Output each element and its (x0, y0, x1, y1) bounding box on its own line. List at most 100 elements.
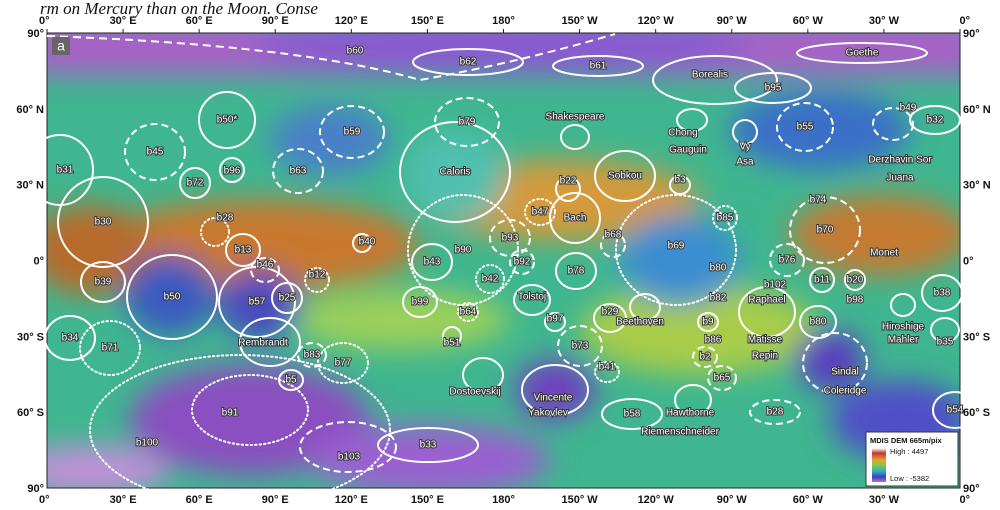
feature-label: b62 (460, 57, 477, 68)
feature-label: b35 (937, 337, 954, 348)
feature-label: b46 (257, 260, 274, 271)
feature-label: b39 (95, 277, 112, 288)
feature-label: b38 (934, 288, 951, 299)
top-longitude-label: 150° W (561, 15, 598, 27)
top-longitude-label: 90° W (717, 15, 748, 27)
elevation-map (10, 15, 980, 495)
feature-label: b13 (235, 245, 252, 256)
feature-label: Dostoevskij (449, 387, 500, 398)
top-longitude-label: 0° (959, 15, 970, 27)
feature-label: Matisse (748, 335, 783, 346)
bottom-longitude-label: 30° E (110, 494, 137, 506)
bottom-longitude-label: 0° (959, 494, 970, 506)
feature-label: b80 (710, 263, 727, 274)
feature-label: Raphael (748, 295, 785, 306)
feature-label: b79 (459, 117, 476, 128)
feature-label: b86 (705, 335, 722, 346)
feature-label: b72 (187, 178, 204, 189)
feature-label: Beethoven (616, 317, 664, 328)
bottom-longitude-label: 60° E (186, 494, 213, 506)
feature-label: b102 (764, 280, 787, 291)
feature-label: b78 (568, 266, 585, 277)
feature-label: b45 (147, 147, 164, 158)
feature-label: b103 (338, 452, 361, 463)
feature-label: b73 (572, 341, 589, 352)
feature-label: b57 (249, 297, 266, 308)
feature-label: b41 (599, 362, 616, 373)
feature-label: b31 (57, 165, 74, 176)
feature-label: Derzhavin Sor (868, 155, 932, 166)
legend-colorbar (872, 448, 886, 482)
top-longitude-label: 60° E (186, 15, 213, 27)
left-latitude-label: 90° (27, 28, 44, 40)
feature-label: b61 (590, 61, 607, 72)
feature-label: Borealis (692, 70, 728, 81)
feature-label: Mahler (888, 335, 919, 346)
feature-label: Monet (870, 248, 898, 259)
feature-label: b95 (765, 83, 782, 94)
feature-label: b22 (560, 176, 577, 187)
legend-high: High : 4497 (890, 447, 928, 456)
feature-label: b12 (309, 270, 326, 281)
left-latitude-label: 60° N (16, 104, 44, 116)
bottom-longitude-label: 90° W (717, 494, 748, 506)
feature-label: b60 (347, 46, 364, 57)
feature-label: b100 (136, 438, 159, 449)
feature-label: b65 (714, 373, 731, 384)
feature-label: Goethe (846, 48, 879, 59)
panel-label: a (57, 38, 65, 54)
right-latitude-label: 30° N (963, 180, 991, 192)
feature-label: b83 (304, 350, 321, 361)
left-latitude-label: 90° (27, 483, 44, 495)
left-latitude-label: 60° S (17, 407, 44, 419)
feature-label: b77 (335, 358, 352, 369)
feature-label: b64 (460, 307, 477, 318)
feature-label: b34 (62, 333, 79, 344)
feature-label: b42 (482, 274, 499, 285)
right-latitude-label: 0° (963, 256, 974, 268)
feature-label: b50 (164, 292, 181, 303)
feature-label: Juana (886, 173, 914, 184)
feature-label: b50* (217, 115, 238, 126)
feature-label: b49 (900, 103, 917, 114)
feature-label: b47 (532, 207, 549, 218)
top-longitude-label: 0° (39, 15, 50, 27)
top-longitude-label: 120° W (638, 15, 675, 27)
feature-label: Coleridge (824, 386, 867, 397)
left-latitude-label: 30° N (16, 180, 44, 192)
bottom-longitude-label: 60° W (793, 494, 824, 506)
feature-label: b25 (279, 293, 296, 304)
right-latitude-label: 30° S (963, 331, 990, 343)
feature-label: Tolstoj (518, 292, 546, 303)
bottom-longitude-label: 180° (492, 494, 515, 506)
feature-label: Vy (739, 142, 750, 153)
feature-label: Hawthorne (666, 408, 715, 419)
top-longitude-label: 30° E (110, 15, 137, 27)
feature-label: b9 (702, 317, 714, 328)
legend-title: MDIS DEM 665m/pix (870, 436, 943, 445)
feature-label: b68 (605, 230, 622, 241)
top-longitude-label: 180° (492, 15, 515, 27)
feature-label: b97 (547, 314, 564, 325)
feature-label: b55 (797, 122, 814, 133)
feature-label: b54 (947, 405, 964, 416)
feature-label: b28 (217, 213, 234, 224)
top-longitude-label: 60° W (793, 15, 824, 27)
feature-label: b92 (514, 257, 531, 268)
feature-label: Chong (668, 128, 697, 139)
feature-label: b63 (290, 166, 307, 177)
feature-label: b82 (710, 293, 727, 304)
top-longitude-label: 90° E (262, 15, 289, 27)
feature-label: Riemenschneider (641, 427, 719, 438)
feature-label: b11 (814, 275, 830, 286)
feature-label: b58 (624, 409, 641, 420)
left-latitude-label: 30° S (17, 331, 44, 343)
feature-label: Hiroshige (882, 322, 925, 333)
feature-label: Sindal (831, 367, 859, 378)
feature-label: b71 (102, 343, 119, 354)
bottom-longitude-label: 120° E (335, 494, 368, 506)
feature-label: Yakovlev (528, 408, 568, 419)
figure: rm on Mercury than on the Moon. Conse (0, 0, 1000, 510)
feature-label: b40 (359, 237, 376, 248)
feature-label: b33 (420, 440, 437, 451)
